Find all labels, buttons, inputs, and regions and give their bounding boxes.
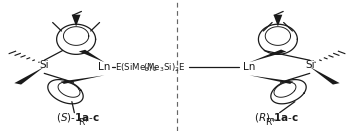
- Polygon shape: [250, 75, 293, 84]
- Polygon shape: [14, 67, 44, 84]
- Polygon shape: [79, 50, 104, 62]
- Text: Ln: Ln: [244, 62, 256, 72]
- Polygon shape: [310, 67, 340, 84]
- Text: $(S)$-$\mathbf{1a}$-$\mathbf{c}$: $(S)$-$\mathbf{1a}$-$\mathbf{c}$: [56, 111, 100, 124]
- Text: Si: Si: [305, 61, 315, 70]
- Text: R*: R*: [78, 118, 88, 127]
- Polygon shape: [250, 50, 286, 62]
- Text: $(R)$-$\mathbf{1a}$-$\mathbf{c}$: $(R)$-$\mathbf{1a}$-$\mathbf{c}$: [254, 111, 298, 124]
- Polygon shape: [72, 15, 80, 26]
- Polygon shape: [274, 15, 282, 26]
- Text: Ln: Ln: [98, 62, 110, 72]
- Text: E(SiMe$_3$)$_2$: E(SiMe$_3$)$_2$: [115, 61, 158, 74]
- Polygon shape: [61, 75, 104, 84]
- Text: (Me$_3$Si)$_2$E: (Me$_3$Si)$_2$E: [143, 61, 186, 74]
- Text: Si: Si: [39, 61, 49, 70]
- Text: R*: R*: [266, 118, 276, 127]
